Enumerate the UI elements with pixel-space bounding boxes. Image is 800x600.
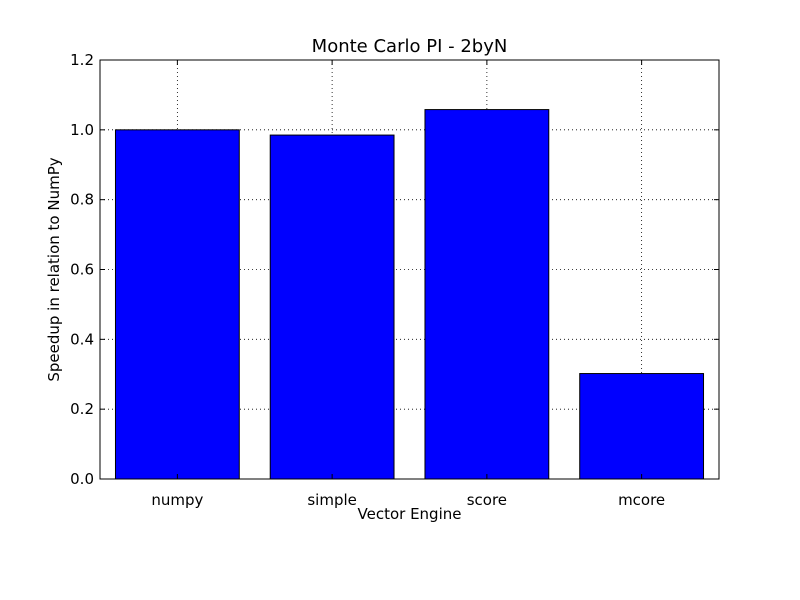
bars [114,109,705,480]
y-tick-label: 0.2 [70,400,94,418]
x-tick-label-numpy: numpy [151,491,203,509]
y-tick-label: 0.6 [70,261,94,279]
y-tick-label: 1.0 [70,121,94,139]
x-tick-label-simple: simple [307,491,357,509]
y-tick-label: 0.0 [70,470,94,488]
y-axis-label: Speedup in relation to NumPy [45,157,63,381]
bar-mcore [579,373,705,480]
x-axis-label: Vector Engine [358,505,462,523]
bar-score [424,109,550,480]
x-tick-label-score: score [467,491,507,509]
axis-ticks: 0.0 0.2 0.4 0.6 0.8 1.0 1.2 numpy simple score mco… [70,51,719,509]
y-tick-label: 0.8 [70,191,94,209]
bar-numpy [114,129,240,480]
chart-title: Monte Carlo PI - 2byN [312,36,508,57]
y-tick-label: 0.4 [70,330,94,348]
y-tick-label: 1.2 [70,51,94,69]
bar-simple [269,134,395,480]
x-tick-label-mcore: mcore [618,491,665,509]
